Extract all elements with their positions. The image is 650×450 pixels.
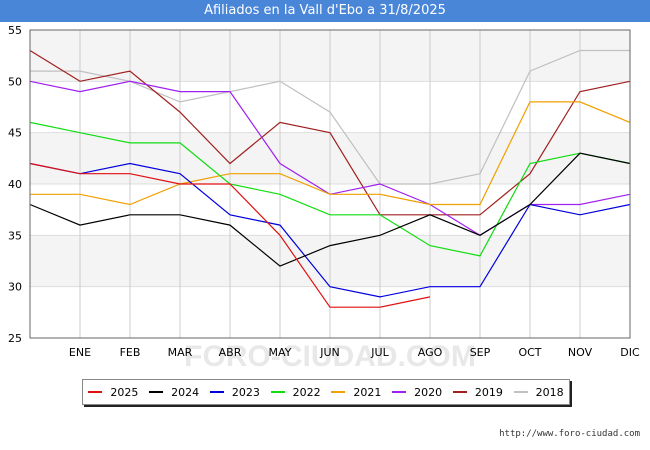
legend-item-2022: 2022 bbox=[270, 385, 321, 399]
x-tick-label: MAY bbox=[269, 346, 292, 359]
x-tick-label: DIC bbox=[620, 346, 640, 359]
x-tick-label: JUL bbox=[370, 346, 389, 359]
legend-label: 2022 bbox=[292, 385, 321, 399]
legend-item-2025: 2025 bbox=[88, 386, 138, 399]
legend-label: 2019 bbox=[474, 385, 503, 399]
legend-swatch bbox=[331, 391, 346, 393]
y-tick-label: 40 bbox=[8, 178, 22, 191]
legend-item-2024: 2024 bbox=[149, 386, 199, 399]
legend: 2025 2024 2023 2022 2021 2020 2019 2018 bbox=[82, 379, 570, 405]
legend-swatch bbox=[209, 391, 224, 393]
y-tick-label: 50 bbox=[8, 75, 22, 88]
y-tick-label: 35 bbox=[8, 229, 22, 242]
x-tick-label: ABR bbox=[219, 346, 242, 359]
series-line-2025 bbox=[29, 162, 431, 308]
y-tick-label: 55 bbox=[8, 24, 22, 37]
series-line-2021 bbox=[30, 101, 631, 206]
x-tick-label: JUN bbox=[319, 346, 340, 359]
legend-swatch bbox=[452, 391, 467, 393]
x-tick-label: AGO bbox=[418, 346, 443, 359]
legend-item-2023: 2023 bbox=[209, 385, 260, 399]
series-line-2019 bbox=[29, 49, 631, 216]
legend-item-2018: 2018 bbox=[513, 385, 564, 399]
legend-swatch bbox=[88, 391, 103, 393]
legend-item-2020: 2020 bbox=[392, 386, 442, 399]
legend-swatch bbox=[270, 391, 285, 393]
legend-label: 2025 bbox=[110, 385, 139, 399]
legend-label: 2024 bbox=[171, 385, 200, 399]
source-url: http://www.foro-ciudad.com bbox=[499, 429, 640, 439]
legend-swatch bbox=[149, 391, 164, 393]
legend-item-2021: 2021 bbox=[331, 386, 381, 399]
watermark: FORO-CIUDAD.COM bbox=[184, 340, 476, 373]
legend-item-2019: 2019 bbox=[452, 385, 503, 399]
x-tick-label: SEP bbox=[470, 346, 491, 359]
plot-frame bbox=[29, 29, 631, 339]
y-tick-label: 45 bbox=[8, 127, 22, 140]
series-line-2024 bbox=[29, 152, 631, 267]
x-tick-label: MAR bbox=[168, 346, 193, 359]
legend-label: 2018 bbox=[535, 385, 564, 399]
series-line-2022 bbox=[29, 121, 631, 257]
x-tick-label: ENE bbox=[69, 346, 91, 359]
legend-label: 2020 bbox=[414, 385, 443, 399]
x-tick-label: NOV bbox=[568, 346, 593, 359]
legend-label: 2021 bbox=[353, 385, 382, 399]
y-tick-label: 25 bbox=[8, 332, 22, 345]
x-tick-label: OCT bbox=[518, 346, 541, 359]
legend-label: 2023 bbox=[231, 385, 260, 399]
legend-swatch bbox=[392, 391, 407, 393]
y-tick-label: 30 bbox=[8, 281, 22, 294]
x-tick-label: FEB bbox=[120, 346, 141, 359]
legend-swatch bbox=[513, 391, 528, 393]
chart-title: Afiliados en la Vall d'Ebo a 31/8/2025 bbox=[0, 0, 650, 22]
